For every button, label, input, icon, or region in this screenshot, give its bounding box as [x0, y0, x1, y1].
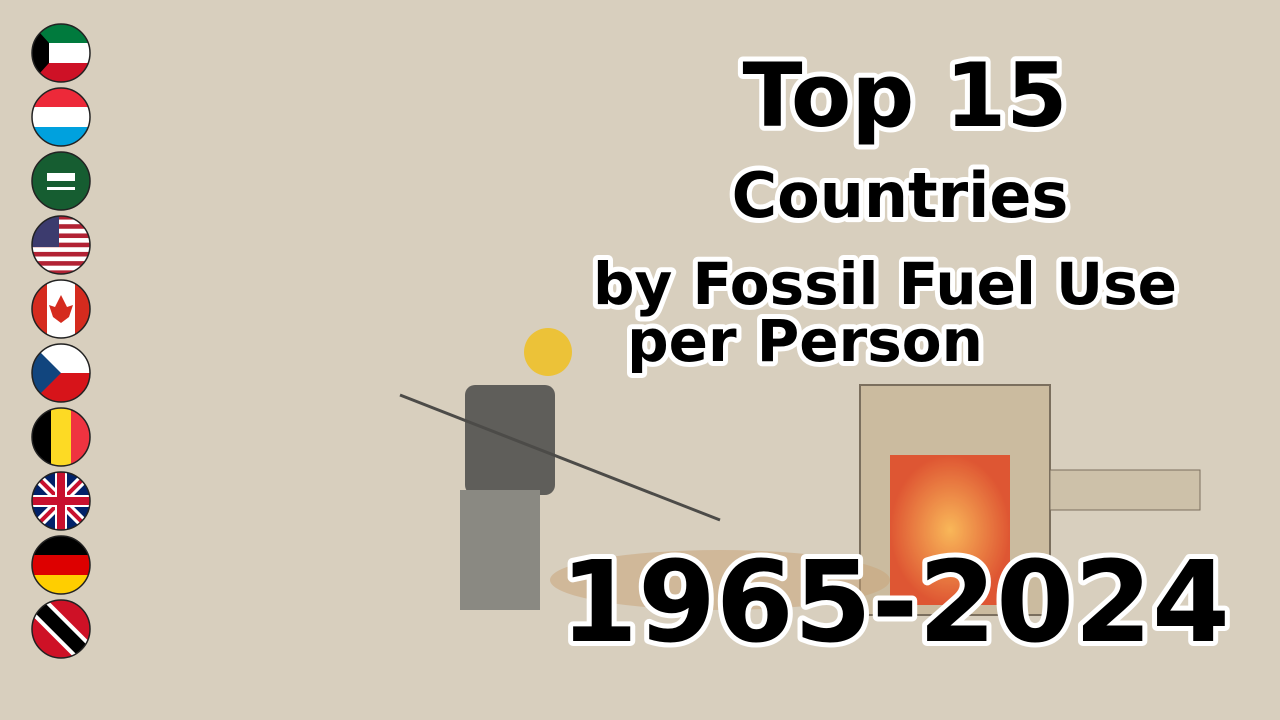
flag	[32, 88, 90, 146]
illustration	[399, 328, 1201, 616]
title-line: by Fossil Fuel Use	[593, 250, 1177, 318]
title-line: per Person	[627, 307, 983, 375]
flag	[32, 152, 90, 210]
flag-border	[31, 279, 91, 339]
flag-border	[31, 151, 91, 211]
flag-border	[31, 87, 91, 147]
period: 1965-2024	[560, 538, 1230, 668]
flag-border	[31, 343, 91, 403]
flag-border	[31, 215, 91, 275]
flag-border	[31, 599, 91, 659]
flag	[32, 24, 90, 82]
flag	[32, 408, 90, 466]
flag-border	[31, 23, 91, 83]
flag-border	[31, 407, 91, 467]
title-block: Top 15 Countries by Fossil Fuel Use per …	[555, 39, 1235, 673]
flag-border	[31, 535, 91, 595]
title-line: Countries	[732, 159, 1069, 232]
flag-border	[31, 471, 91, 531]
title-line: Top 15	[743, 44, 1068, 147]
flag	[32, 536, 90, 594]
flags	[31, 23, 91, 659]
flag	[32, 280, 90, 338]
